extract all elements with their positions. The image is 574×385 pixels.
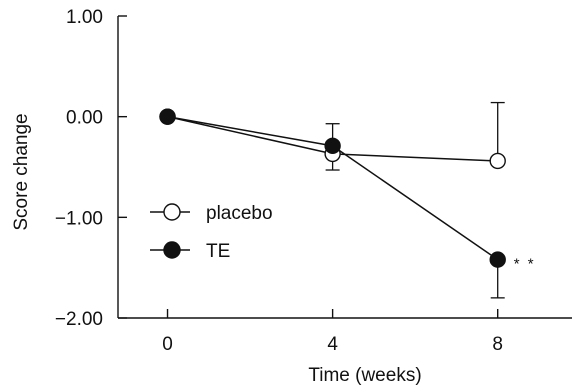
x-tick-label: 4 — [327, 334, 338, 355]
x-axis-title: Time (weeks) — [308, 365, 421, 385]
data-point-TE — [159, 108, 176, 125]
y-tick-label: −2.00 — [55, 309, 103, 330]
x-tick-label: 0 — [162, 334, 173, 355]
legend-label-placebo: placebo — [206, 203, 273, 224]
data-point-TE — [324, 137, 341, 155]
y-axis-title: Score change — [11, 113, 32, 230]
x-tick-label: 8 — [492, 334, 503, 355]
legend-marker-placebo — [163, 203, 181, 221]
significance-annotation: * * — [514, 256, 536, 273]
legend-label-TE: TE — [206, 241, 230, 262]
y-tick-label: 1.00 — [66, 7, 103, 28]
y-tick-label: −1.00 — [55, 208, 103, 229]
legend-marker-TE — [163, 241, 181, 259]
data-point-TE — [489, 251, 506, 268]
y-tick-label: 0.00 — [66, 108, 103, 129]
data-point-placebo — [489, 152, 506, 170]
